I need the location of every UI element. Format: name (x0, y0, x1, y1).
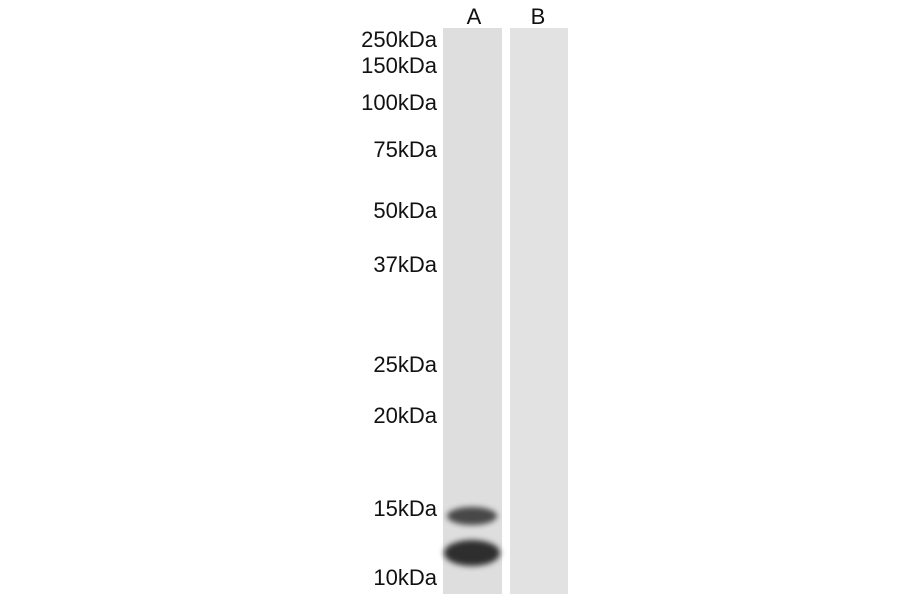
marker-label: 100kDa (361, 90, 437, 115)
lane-label-a: A (466, 4, 482, 29)
marker-label: 25kDa (373, 352, 437, 377)
marker-label: 50kDa (373, 198, 437, 223)
marker-label: 20kDa (373, 403, 437, 428)
band-lower (444, 540, 500, 566)
marker-label: 10kDa (373, 565, 437, 590)
marker-label: 150kDa (361, 53, 437, 78)
band-upper (447, 507, 497, 525)
lane-a (443, 28, 502, 594)
marker-label: 15kDa (373, 496, 437, 521)
lane-b (510, 28, 568, 594)
lane-label-b: B (530, 4, 546, 29)
marker-label: 37kDa (373, 252, 437, 277)
marker-label: 75kDa (373, 137, 437, 162)
marker-label: 250kDa (361, 27, 437, 52)
